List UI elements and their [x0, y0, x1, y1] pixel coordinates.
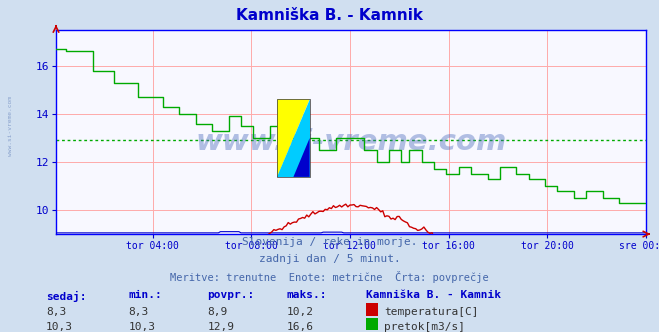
- Text: povpr.:: povpr.:: [208, 290, 255, 300]
- Text: sedaj:: sedaj:: [46, 290, 86, 301]
- Text: 10,2: 10,2: [287, 307, 314, 317]
- Polygon shape: [293, 138, 310, 177]
- Text: min.:: min.:: [129, 290, 162, 300]
- Text: pretok[m3/s]: pretok[m3/s]: [384, 322, 465, 332]
- Text: 8,3: 8,3: [129, 307, 149, 317]
- Text: maks.:: maks.:: [287, 290, 327, 300]
- Text: Kamniška B. - Kamnik: Kamniška B. - Kamnik: [236, 8, 423, 23]
- Text: Meritve: trenutne  Enote: metrične  Črta: povprečje: Meritve: trenutne Enote: metrične Črta: …: [170, 271, 489, 283]
- Polygon shape: [277, 99, 310, 177]
- Text: 8,9: 8,9: [208, 307, 228, 317]
- Text: temperatura[C]: temperatura[C]: [384, 307, 478, 317]
- Text: Kamniška B. - Kamnik: Kamniška B. - Kamnik: [366, 290, 501, 300]
- Text: 12,9: 12,9: [208, 322, 235, 332]
- Text: 8,3: 8,3: [46, 307, 67, 317]
- Bar: [277, 99, 310, 177]
- Text: 10,3: 10,3: [129, 322, 156, 332]
- Text: 10,3: 10,3: [46, 322, 73, 332]
- Text: Slovenija / reke in morje.: Slovenija / reke in morje.: [242, 237, 417, 247]
- Polygon shape: [277, 99, 310, 177]
- Text: zadnji dan / 5 minut.: zadnji dan / 5 minut.: [258, 254, 401, 264]
- Text: www.si-vreme.com: www.si-vreme.com: [8, 96, 13, 156]
- Text: www.si-vreme.com: www.si-vreme.com: [195, 128, 507, 156]
- Text: 16,6: 16,6: [287, 322, 314, 332]
